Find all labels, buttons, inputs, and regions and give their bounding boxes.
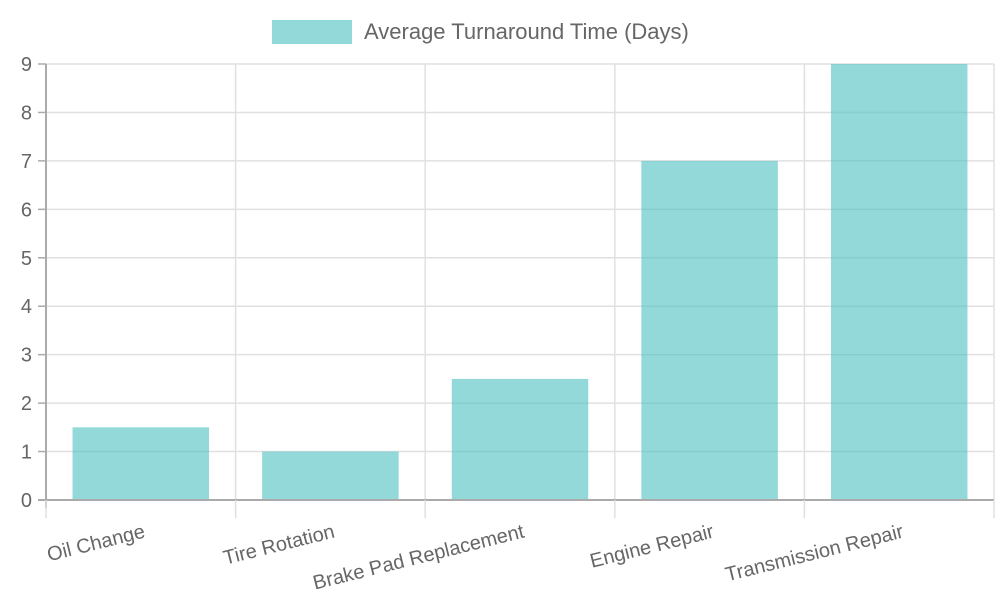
legend-label: Average Turnaround Time (Days) <box>364 19 689 44</box>
y-tick-label: 6 <box>21 199 32 221</box>
x-tick-label: Transmission Repair <box>723 521 906 587</box>
x-tick-label: Oil Change <box>45 521 147 567</box>
y-tick-label: 2 <box>21 393 32 415</box>
x-tick-label: Engine Repair <box>588 521 717 573</box>
y-tick-label: 5 <box>21 248 32 270</box>
y-axis-tick-labels: 0 1 2 3 4 5 6 7 8 9 <box>21 54 32 512</box>
y-tick-label: 4 <box>21 296 32 318</box>
bar[interactable] <box>72 427 210 500</box>
y-tick-label: 8 <box>21 102 32 124</box>
y-tick-label: 1 <box>21 442 32 464</box>
bar[interactable] <box>830 64 968 500</box>
legend[interactable]: Average Turnaround Time (Days) <box>272 19 689 44</box>
y-tick-label: 7 <box>21 151 32 173</box>
x-tick-label: Tire Rotation <box>221 521 337 570</box>
legend-swatch <box>272 20 352 44</box>
y-tick-label: 3 <box>21 345 32 367</box>
grid-lines <box>46 63 995 500</box>
bars <box>72 64 968 500</box>
bar[interactable] <box>262 451 399 500</box>
bar[interactable] <box>451 378 589 500</box>
y-tick-label: 9 <box>21 54 32 76</box>
axes <box>38 63 995 518</box>
bar[interactable] <box>641 160 778 500</box>
y-tick-label: 0 <box>21 490 32 512</box>
x-tick-label: Brake Pad Replacement <box>311 521 527 595</box>
